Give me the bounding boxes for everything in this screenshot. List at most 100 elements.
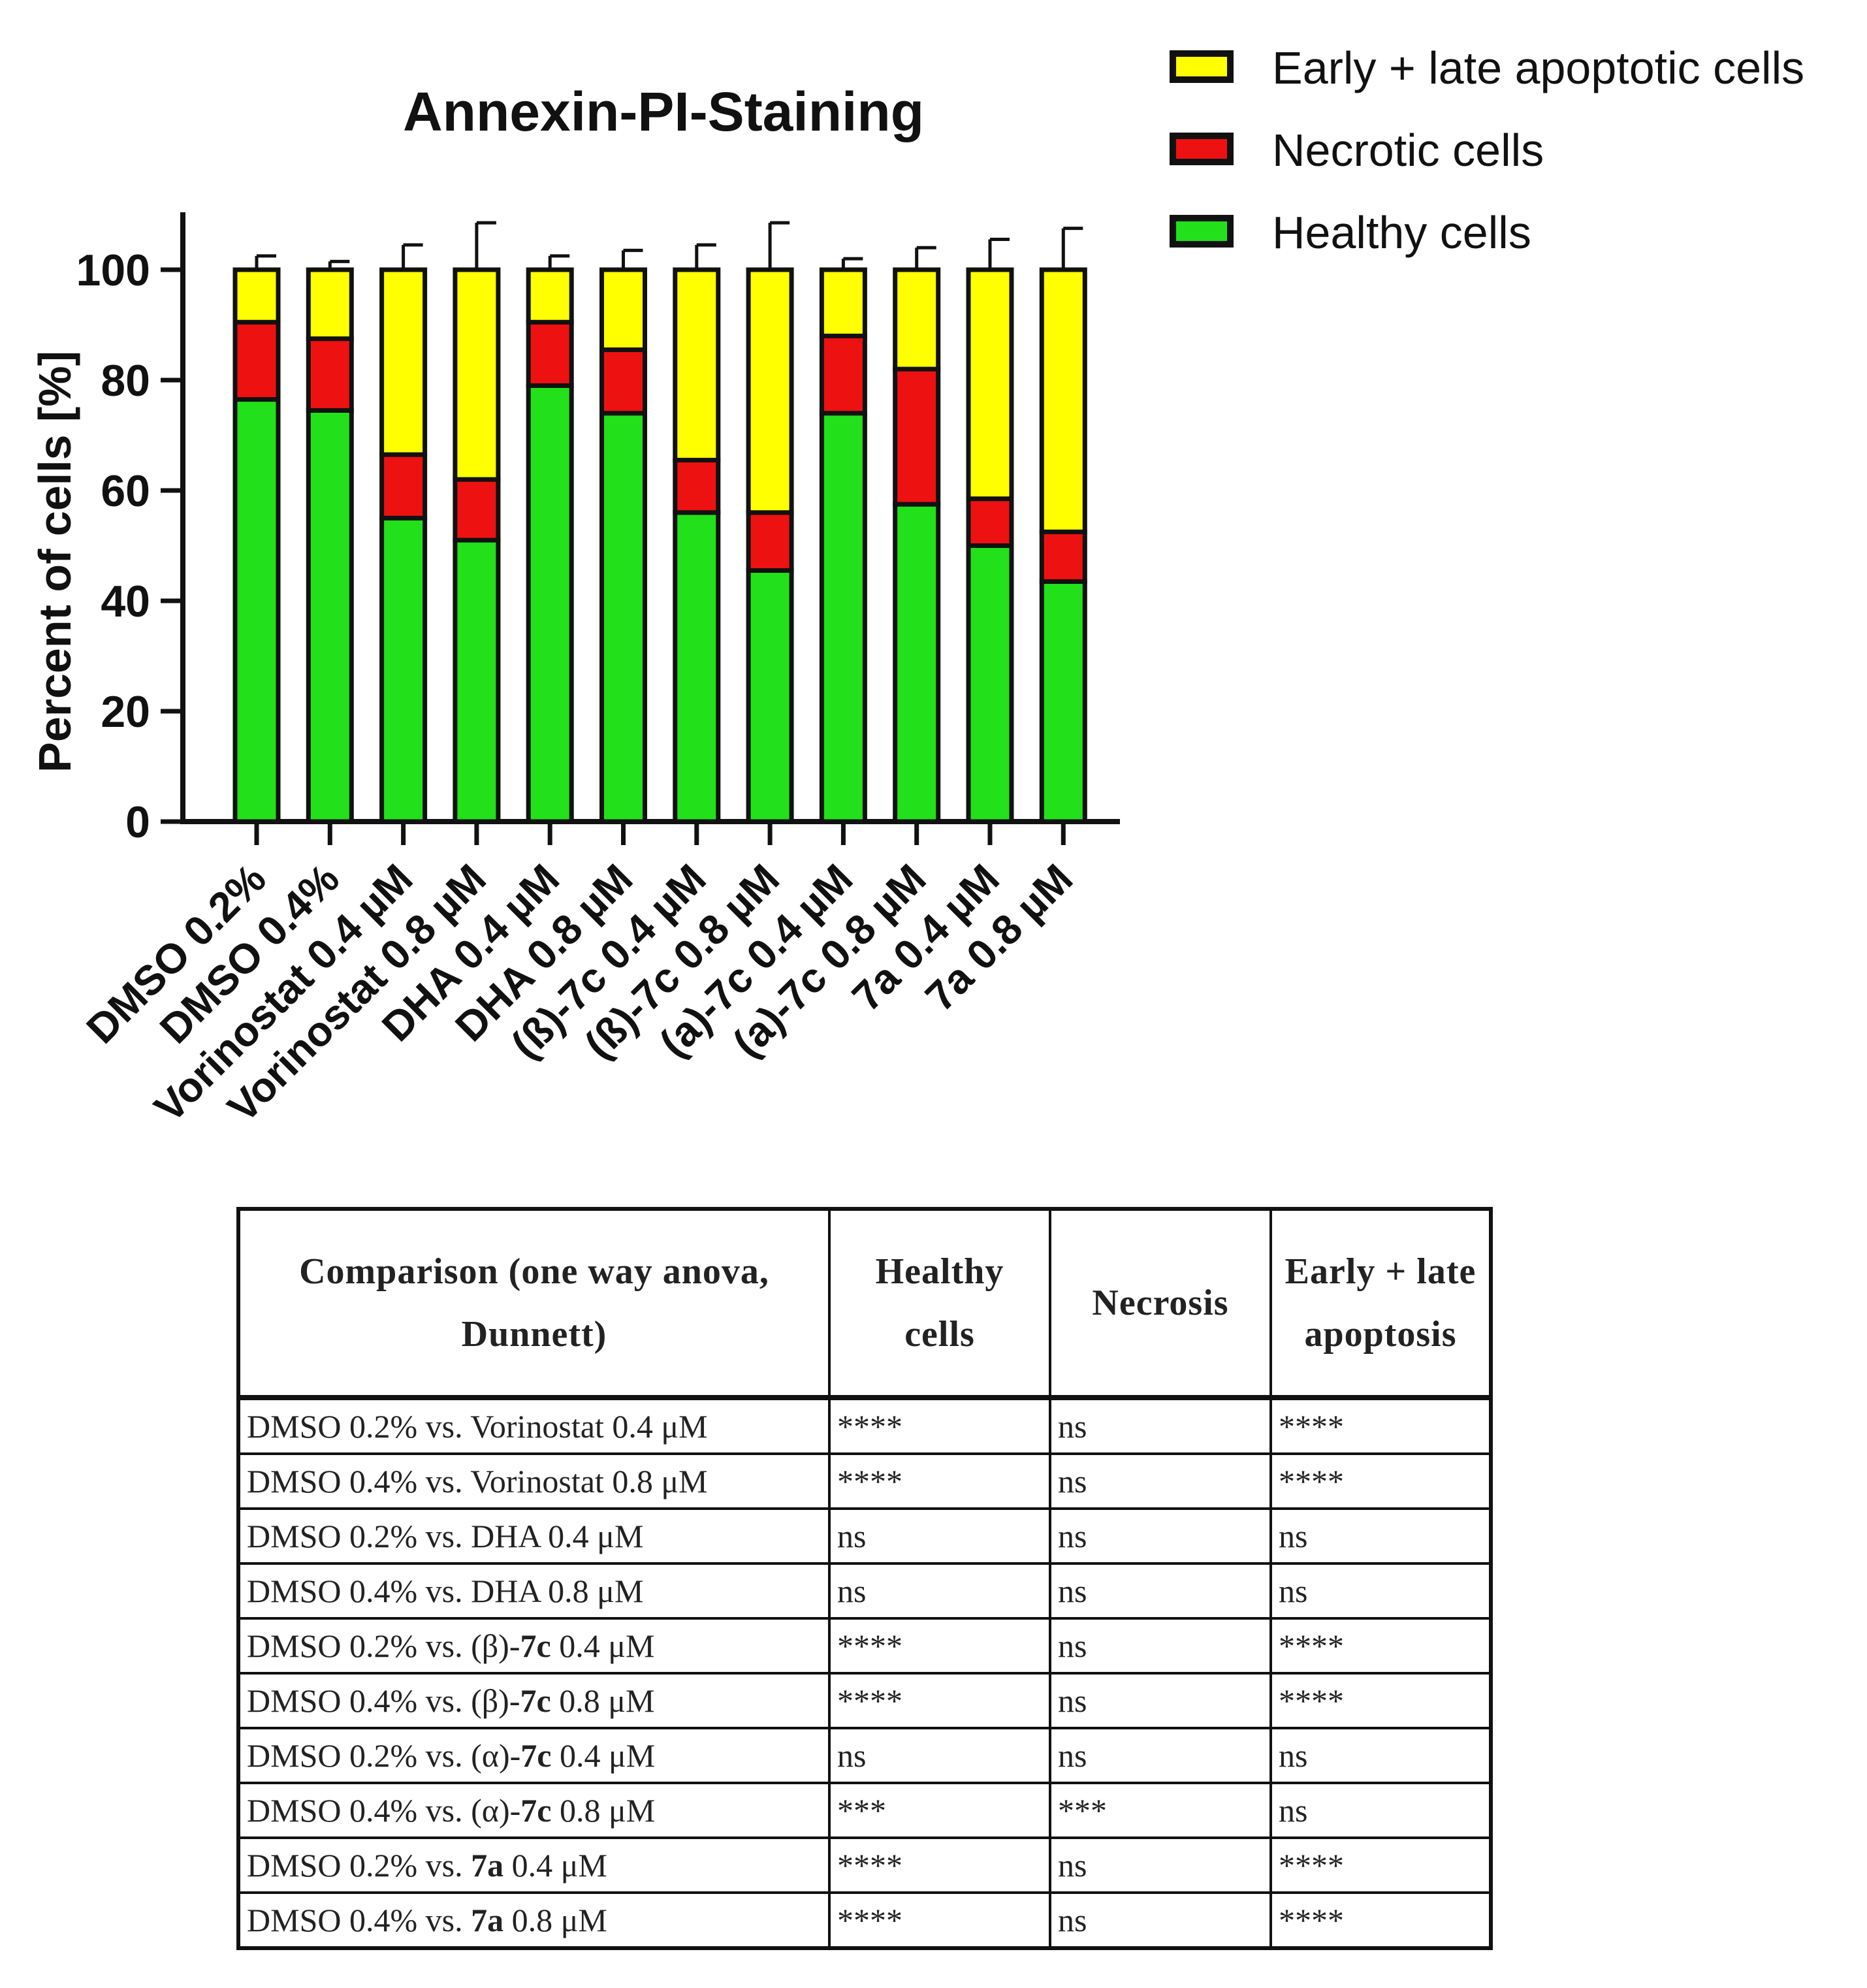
comparison-text: 7a <box>471 1902 504 1938</box>
y-tick-label: 80 <box>101 356 150 406</box>
healthy-cell: ns <box>828 1507 1051 1565</box>
comparison-text: DMSO 0.2% vs. Vorinostat 0.4 μM <box>247 1408 708 1445</box>
bar-segment-necrotic-cells <box>893 366 941 507</box>
stacked-bar-chart: Annexin-PI-Staining Percent of cells [%]… <box>29 42 1804 1131</box>
bar-segment-early-late-apoptotic-cells <box>526 267 574 325</box>
apoptosis-cell: **** <box>1269 1452 1492 1510</box>
bar-segment-necrotic-cells <box>746 510 794 573</box>
bar-segment-necrotic-cells <box>819 333 867 416</box>
comparison-cell: DMSO 0.2% vs. 7a 0.4 μM <box>237 1836 831 1894</box>
necrosis-cell: ns <box>1049 1672 1272 1729</box>
comparison-text: 7a <box>471 1847 504 1884</box>
y-axis-label: Percent of cells [%] <box>29 351 80 773</box>
table-row: DMSO 0.4% vs. Vorinostat 0.8 μM **** ns ***… <box>237 1452 1492 1510</box>
legend-swatch <box>1170 133 1234 165</box>
comparison-text: DMSO 0.4% vs. (α)- <box>247 1792 521 1829</box>
table-row: DMSO 0.2% vs. (β)-7c 0.4 μM **** ns **** <box>237 1617 1492 1675</box>
y-tick-label: 60 <box>101 466 150 516</box>
comparison-text: 0.4 μM <box>551 1627 655 1664</box>
table-row: DMSO 0.2% vs. Vorinostat 0.4 μM **** ns ***… <box>237 1396 1492 1455</box>
apoptosis-cell: **** <box>1269 1672 1492 1729</box>
bar-segment-necrotic-cells <box>306 336 354 413</box>
chart-title: Annexin-PI-Staining <box>403 81 924 142</box>
table-row: DMSO 0.2% vs. (α)-7c 0.4 μM ns ns ns <box>237 1727 1492 1784</box>
healthy-cell: **** <box>828 1672 1051 1729</box>
necrosis-cell: ns <box>1049 1727 1272 1784</box>
bar-segment-necrotic-cells <box>453 477 501 543</box>
healthy-cell: *** <box>828 1782 1051 1839</box>
necrosis-cell: ns <box>1049 1452 1272 1510</box>
necrosis-cell: ns <box>1049 1507 1272 1565</box>
necrosis-cell: ns <box>1049 1836 1272 1894</box>
necrosis-cell: ns <box>1049 1562 1272 1620</box>
legend-label: Early + late apoptotic cells <box>1272 42 1804 93</box>
healthy-cell: **** <box>828 1452 1051 1510</box>
comparison-cell: DMSO 0.4% vs. (α)-7c 0.8 μM <box>237 1782 831 1839</box>
bar-segment-early-late-apoptotic-cells <box>306 267 354 342</box>
comparison-text: 7c <box>520 1792 552 1829</box>
bar-segment-healthy-cells <box>306 408 354 824</box>
comparison-cell: DMSO 0.4% vs. (β)-7c 0.8 μM <box>237 1672 831 1729</box>
bar-segment-healthy-cells <box>673 510 721 824</box>
bar-segment-necrotic-cells <box>379 452 428 521</box>
comparison-cell: DMSO 0.2% vs. (α)-7c 0.4 μM <box>237 1727 831 1784</box>
comparison-text: 0.8 μM <box>551 1682 655 1719</box>
comparison-text: DMSO 0.2% vs. <box>247 1847 471 1884</box>
bar-segment-healthy-cells <box>893 502 941 824</box>
comparison-cell: DMSO 0.4% vs. Vorinostat 0.8 μM <box>237 1452 831 1510</box>
table-row: DMSO 0.4% vs. (α)-7c 0.8 μM *** *** ns <box>237 1782 1492 1839</box>
table-row: DMSO 0.2% vs. 7a 0.4 μM **** ns **** <box>237 1836 1492 1894</box>
apoptosis-cell: **** <box>1269 1617 1492 1675</box>
comparison-text: DMSO 0.4% vs. DHA 0.8 μM <box>247 1573 644 1609</box>
healthy-cell: ns <box>828 1727 1051 1784</box>
necrosis-cell: ns <box>1049 1396 1272 1455</box>
bar-segment-necrotic-cells <box>1039 529 1087 584</box>
comparison-text: 0.8 μM <box>551 1792 656 1829</box>
legend: Early + late apoptotic cells Necrotic cel… <box>1170 42 1804 258</box>
bar-segment-healthy-cells <box>453 537 501 824</box>
healthy-cell: **** <box>828 1836 1051 1894</box>
necrosis-cell: *** <box>1049 1782 1272 1839</box>
healthy-cell: **** <box>828 1891 1051 1949</box>
bar-segment-healthy-cells <box>599 411 647 824</box>
table-header-row: Comparison (one way anova, Dunnett) Heal… <box>237 1208 1492 1399</box>
necrosis-cell: ns <box>1049 1891 1272 1949</box>
bar-segment-early-late-apoptotic-cells <box>599 267 647 353</box>
apoptosis-cell: ns <box>1269 1782 1492 1839</box>
bar-segment-necrotic-cells <box>232 319 281 402</box>
necrosis-cell: ns <box>1049 1617 1272 1675</box>
bar-segment-healthy-cells <box>1039 579 1087 824</box>
y-tick-label: 20 <box>101 687 150 737</box>
table-row: DMSO 0.4% vs. 7a 0.8 μM **** ns **** <box>237 1891 1492 1949</box>
comparison-table: Comparison (one way anova, Dunnett) Heal… <box>236 1207 1493 1950</box>
comparison-text: DMSO 0.2% vs. (α)- <box>247 1737 521 1774</box>
comparison-text: 0.4 μM <box>551 1737 656 1774</box>
y-tick-label: 100 <box>76 246 150 295</box>
header-healthy-cells: Healthy cells <box>828 1208 1051 1399</box>
bar-segment-early-late-apoptotic-cells <box>746 267 794 515</box>
comparison-cell: DMSO 0.4% vs. 7a 0.8 μM <box>237 1891 831 1949</box>
table-row: DMSO 0.2% vs. DHA 0.4 μM ns ns ns <box>237 1507 1492 1565</box>
healthy-cell: ns <box>828 1562 1051 1620</box>
legend-label: Healthy cells <box>1272 207 1531 258</box>
comparison-text: DMSO 0.4% vs. Vorinostat 0.8 μM <box>247 1463 708 1499</box>
bar-segment-necrotic-cells <box>673 458 721 515</box>
comparison-text: 7c <box>520 1627 551 1664</box>
apoptosis-cell: **** <box>1269 1891 1492 1949</box>
legend-label: Necrotic cells <box>1272 125 1544 176</box>
bar-segment-early-late-apoptotic-cells <box>379 267 428 457</box>
apoptosis-cell: ns <box>1269 1507 1492 1565</box>
apoptosis-cell: **** <box>1269 1836 1492 1894</box>
bar-segment-early-late-apoptotic-cells <box>453 267 501 482</box>
comparison-cell: DMSO 0.2% vs. (β)-7c 0.4 μM <box>237 1617 831 1675</box>
apoptosis-cell: ns <box>1269 1727 1492 1784</box>
apoptosis-cell: **** <box>1269 1396 1492 1455</box>
comparison-text: 7c <box>520 1737 552 1774</box>
bar-segment-healthy-cells <box>526 383 574 824</box>
legend-swatch <box>1170 50 1234 83</box>
bar-segment-early-late-apoptotic-cells <box>673 267 721 463</box>
bar-segment-early-late-apoptotic-cells <box>819 267 867 338</box>
comparison-cell: DMSO 0.2% vs. Vorinostat 0.4 μM <box>237 1396 831 1455</box>
healthy-cell: **** <box>828 1617 1051 1675</box>
